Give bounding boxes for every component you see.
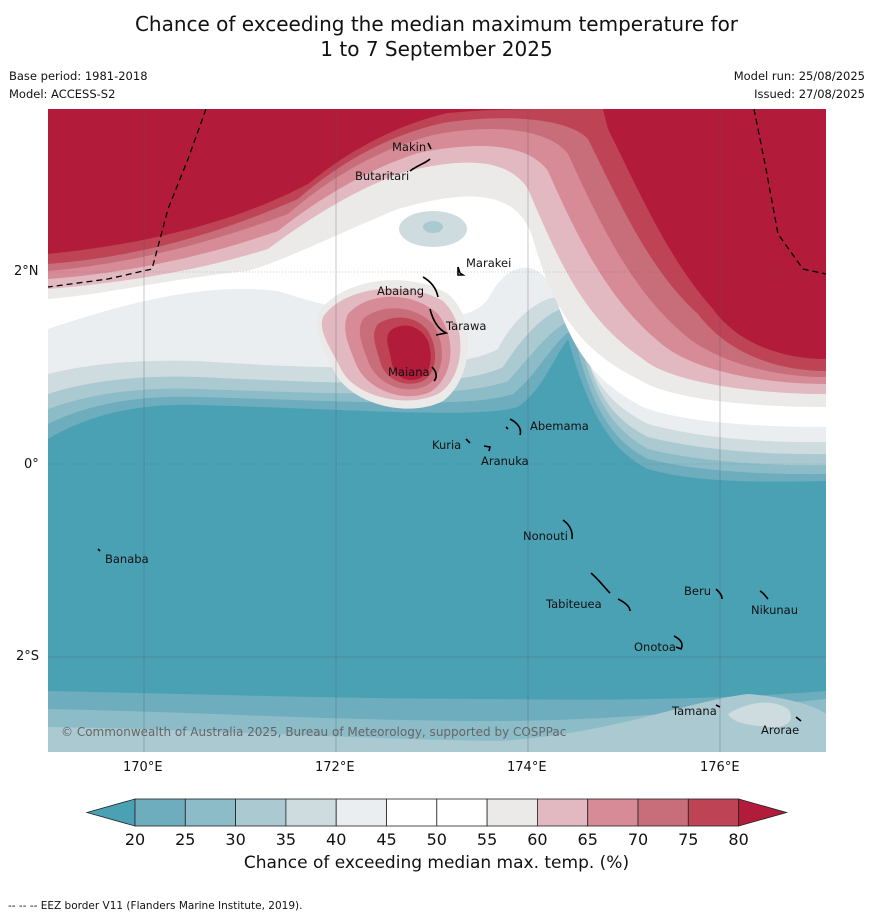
forecast-map: Makin Butaritari Marakei Abaiang Tarawa … (48, 109, 826, 752)
colorbar-segments (85, 798, 789, 827)
colorbar-segment (335, 798, 387, 827)
contour-patch-north-core (423, 221, 443, 233)
label-maiana: Maiana (388, 365, 430, 379)
label-kuria: Kuria (432, 438, 461, 452)
label-tabiteuea: Tabiteuea (545, 597, 602, 611)
colorbar-extend-high (738, 798, 789, 827)
colorbar-extend-low (85, 798, 136, 827)
eez-border (48, 109, 826, 288)
meta-left: Base period: 1981-2018 Model: ACCESS-S2 (9, 67, 148, 103)
banaba-island (97, 548, 101, 552)
colorbar-segment (436, 798, 488, 827)
lat-label-2s: 2°S (16, 649, 40, 664)
colorbar-segment (687, 798, 739, 827)
colorbar-tick-label: 60 (527, 830, 547, 849)
colorbar-tick-label: 35 (276, 830, 296, 849)
contour-south-40 (728, 702, 792, 728)
colorbar-segment (235, 798, 287, 827)
base-period: Base period: 1981-2018 (9, 69, 148, 83)
nonouti-island (562, 519, 573, 540)
colorbar-segment (587, 798, 639, 827)
colorbar-segment (637, 798, 689, 827)
label-nonouti: Nonouti (523, 529, 568, 543)
lon-label-172e: 172°E (315, 760, 355, 775)
colorbar-tick-label: 45 (376, 830, 396, 849)
map-title: Chance of exceeding the median maximum t… (0, 12, 873, 62)
colorbar-title: Chance of exceeding median max. temp. (%… (243, 853, 630, 873)
model-run: Model run: 25/08/2025 (733, 69, 865, 83)
beru-island (715, 588, 723, 600)
lon-label-176e: 176°E (700, 760, 740, 775)
issued-date: Issued: 27/08/2025 (754, 87, 865, 101)
label-makin: Makin (392, 140, 426, 154)
colorbar: 20 25 30 35 40 45 50 55 60 65 70 75 80 (85, 798, 789, 849)
colorbar-tick-label: 30 (225, 830, 245, 849)
colorbar-tick-label: 70 (628, 830, 648, 849)
copyright-text: © Commonwealth of Australia 2025, Bureau… (61, 725, 566, 739)
colorbar-tick-label: 40 (326, 830, 346, 849)
title-line-1: Chance of exceeding the median maximum t… (134, 12, 739, 36)
label-tamana: Tamana (671, 704, 717, 718)
aranuka-island (483, 445, 491, 452)
label-arorae: Arorae (761, 723, 799, 737)
lat-label-2n: 2°N (14, 264, 39, 279)
island-outlines (97, 142, 802, 722)
label-abaiang: Abaiang (377, 284, 424, 298)
colorbar-tick-label: 25 (175, 830, 195, 849)
nikunau-island (759, 590, 769, 600)
label-abemama: Abemama (530, 419, 589, 433)
colorbar-tick-label: 65 (578, 830, 598, 849)
label-nikunau: Nikunau (751, 603, 798, 617)
onotoa-island (673, 635, 683, 651)
graticule (48, 109, 826, 752)
label-marakei: Marakei (466, 256, 511, 270)
colorbar-ticks: 20 25 30 35 40 45 50 55 60 65 70 75 80 (125, 830, 749, 849)
model-name: Model: ACCESS-S2 (9, 87, 116, 101)
contour-band-above-80 (48, 109, 826, 359)
colorbar-tick-label: 20 (125, 830, 145, 849)
contour-south-35 (48, 694, 826, 752)
colorbar-segment (536, 798, 589, 827)
label-tarawa: Tarawa (445, 319, 486, 333)
colorbar-segment (285, 798, 337, 827)
colorbar-segment (184, 798, 237, 827)
island-labels: Makin Butaritari Marakei Abaiang Tarawa … (105, 140, 799, 737)
colorbar-segment (386, 798, 438, 827)
label-banaba: Banaba (105, 552, 149, 566)
makin-island (427, 142, 432, 150)
label-aranuka: Aranuka (481, 454, 529, 468)
meta-right: Model run: 25/08/2025 Issued: 27/08/2025 (734, 67, 865, 103)
lat-label-0: 0° (24, 457, 39, 472)
kuria-island (465, 438, 471, 444)
tarawa-island (429, 308, 449, 336)
label-butaritari: Butaritari (355, 169, 409, 183)
marakei-island (457, 266, 466, 276)
maiana-island (431, 366, 437, 382)
arorae-island (795, 716, 802, 722)
colorbar-tick-label: 55 (477, 830, 497, 849)
abaiang-island (422, 276, 439, 298)
butaritari-island (409, 158, 431, 172)
colorbar-segment (134, 798, 186, 827)
title-line-2: 1 to 7 September 2025 (320, 37, 553, 61)
colorbar-tick-label: 50 (427, 830, 447, 849)
contour-blob-above-80 (387, 325, 431, 380)
eez-footnote: -- -- -- EEZ border V11 (Flanders Marine… (8, 900, 303, 912)
label-beru: Beru (684, 584, 711, 598)
colorbar-tick-label: 75 (678, 830, 698, 849)
colorbar-segment (486, 798, 538, 827)
colorbar-tick-label: 80 (728, 830, 748, 849)
tamana-island (715, 704, 721, 708)
label-onotoa: Onotoa (634, 640, 676, 654)
lon-label-174e: 174°E (507, 760, 547, 775)
lon-label-170e: 170°E (123, 760, 163, 775)
tabiteuea-island (590, 572, 631, 612)
abemama-island (505, 418, 522, 436)
